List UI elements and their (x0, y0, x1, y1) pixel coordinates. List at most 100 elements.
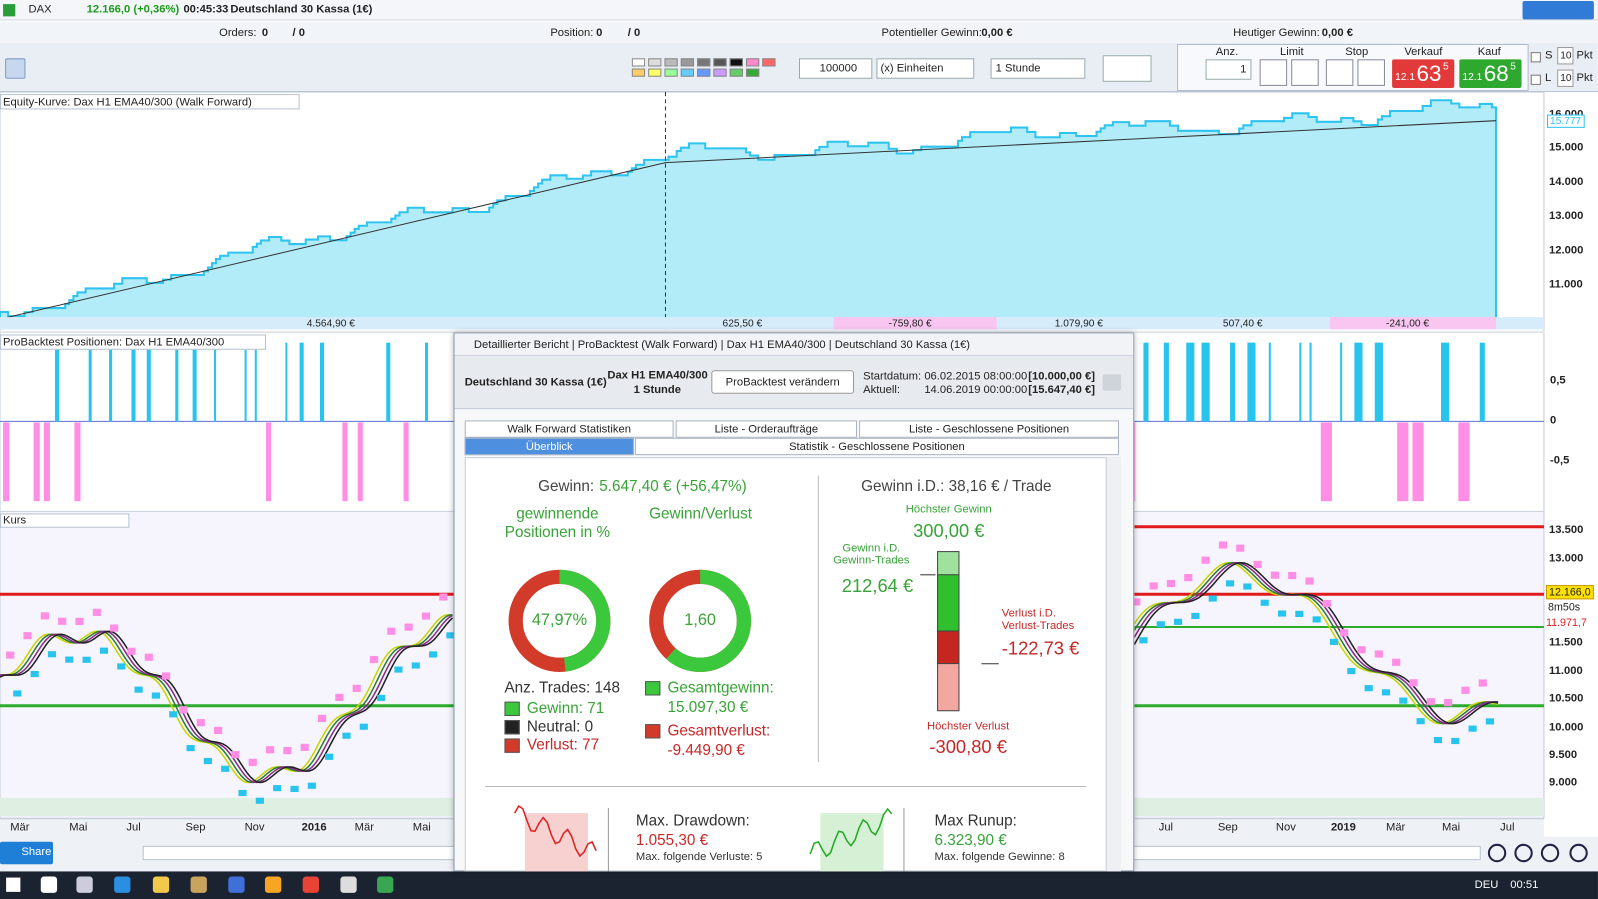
zoom-button[interactable] (1514, 843, 1533, 863)
tab[interactable]: Liste - Geschlossene Positionen (859, 420, 1119, 438)
color-swatch[interactable] (729, 58, 743, 67)
sell-button[interactable]: 12.1 63 5 (1392, 59, 1455, 88)
price-sup: 5 (1510, 61, 1516, 73)
segment-label: 625,50 € (722, 318, 763, 330)
color-swatch[interactable] (664, 68, 678, 77)
taskbar-icon[interactable] (40, 876, 58, 893)
timeframe-dropdown[interactable]: 1 Stunde (990, 58, 1086, 79)
order-button[interactable] (1325, 59, 1354, 86)
trade-marker (283, 747, 292, 755)
trade-marker (1288, 571, 1297, 580)
taskbar-icon[interactable] (76, 876, 93, 893)
color-swatch[interactable] (680, 68, 695, 77)
color-swatch[interactable] (697, 58, 711, 67)
trade-marker (1381, 689, 1391, 696)
color-swatch[interactable] (697, 68, 711, 77)
taskbar-icon[interactable] (152, 876, 170, 893)
order-button[interactable] (1291, 59, 1319, 86)
taskbar-icon[interactable] (377, 876, 394, 893)
anz-input[interactable]: 1 (1205, 59, 1252, 80)
taskbar-icon[interactable] (340, 876, 357, 893)
start-button[interactable] (6, 877, 21, 892)
window-controls[interactable] (1522, 1, 1594, 20)
color-swatch[interactable] (664, 58, 678, 67)
avg-loss-bar (937, 630, 960, 665)
x-tick-label: Sep (1217, 821, 1238, 834)
taskbar-icon[interactable] (114, 876, 131, 893)
title-bar (0, 0, 1598, 21)
long-position (319, 342, 325, 422)
order-button[interactable] (1259, 59, 1288, 86)
zoom-button[interactable] (1569, 843, 1588, 863)
trades: Anz. Trades: 148 (504, 679, 621, 697)
share-button[interactable]: Share (0, 841, 53, 865)
color-swatch[interactable] (713, 68, 727, 77)
long-position (1441, 342, 1450, 422)
long-position (1268, 342, 1271, 422)
long-position (424, 342, 429, 422)
y-tick-label: 13.000 (1549, 552, 1584, 565)
zoom-button[interactable] (1487, 843, 1507, 863)
y-tick-label: 0,5 (1550, 374, 1566, 387)
s-input[interactable]: 10 (1557, 47, 1574, 65)
buy-button[interactable]: 12.1 68 5 (1459, 59, 1522, 88)
pkt-label: Pkt (1576, 71, 1593, 84)
trade-marker (1277, 610, 1287, 617)
order-button[interactable] (1357, 59, 1385, 86)
s-label: S (1544, 49, 1553, 62)
taskbar-icon[interactable] (302, 876, 319, 893)
long-position (1186, 342, 1195, 422)
tab[interactable]: Überblick (464, 437, 634, 456)
color-swatch[interactable] (713, 58, 727, 67)
trade-marker (1392, 658, 1401, 666)
print-button[interactable] (1102, 374, 1122, 391)
color-swatch[interactable] (729, 68, 743, 77)
zoom-button[interactable] (1540, 843, 1560, 863)
legend-square (504, 720, 520, 735)
color-swatch[interactable] (631, 58, 646, 67)
quantity-input[interactable]: 100000 (798, 58, 873, 79)
runup-label: Max Runup: (934, 812, 1017, 830)
checkbox[interactable] (1530, 74, 1541, 85)
x-tick-label: Mai (1442, 821, 1461, 834)
trade-marker (317, 714, 327, 723)
taskbar-icon[interactable] (190, 876, 207, 893)
checkbox[interactable] (1530, 52, 1541, 63)
color-swatch[interactable] (648, 68, 662, 77)
tool-button[interactable] (5, 58, 26, 79)
taskbar-icon[interactable] (264, 876, 282, 893)
x-tick-label: Nov (1275, 821, 1296, 834)
trade-marker (40, 612, 49, 620)
avg-win: 212,64 € (841, 575, 914, 597)
modify-button[interactable]: ProBacktest verändern (711, 370, 855, 394)
trade-marker (134, 686, 143, 693)
report-scrollbar[interactable] (1105, 457, 1122, 872)
trade-marker (1149, 582, 1158, 590)
tab[interactable]: Statistik - Geschlossene Positionen (634, 437, 1119, 456)
color-swatch[interactable] (648, 58, 662, 67)
color-swatch[interactable] (745, 58, 760, 67)
l-input[interactable]: 10 (1557, 69, 1574, 87)
trade-marker (352, 684, 361, 692)
l-label: L (1544, 71, 1552, 84)
taskbar-icon[interactable] (228, 876, 245, 893)
trade-marker (1218, 541, 1227, 549)
trade-marker (1312, 616, 1321, 623)
color-swatch[interactable] (680, 58, 695, 67)
color-swatch[interactable] (745, 68, 760, 77)
color-swatch[interactable] (762, 58, 776, 67)
tab[interactable]: Walk Forward Statistiken (464, 420, 674, 438)
trade-marker (265, 746, 275, 754)
tab[interactable]: Liste - Orderaufträge (675, 420, 858, 438)
chart-type-button[interactable] (1102, 55, 1152, 82)
trade-marker (1426, 698, 1435, 706)
long-position (1479, 342, 1485, 422)
price-line (0, 614, 453, 784)
color-swatch[interactable] (631, 68, 646, 77)
units-dropdown[interactable]: (x) Einheiten (876, 58, 975, 79)
trade-marker (186, 745, 195, 752)
y-tick-label: 9.000 (1549, 776, 1578, 789)
header-strategy: Dax H1 EMA40/300 (607, 369, 708, 382)
trade-marker (1270, 571, 1279, 579)
